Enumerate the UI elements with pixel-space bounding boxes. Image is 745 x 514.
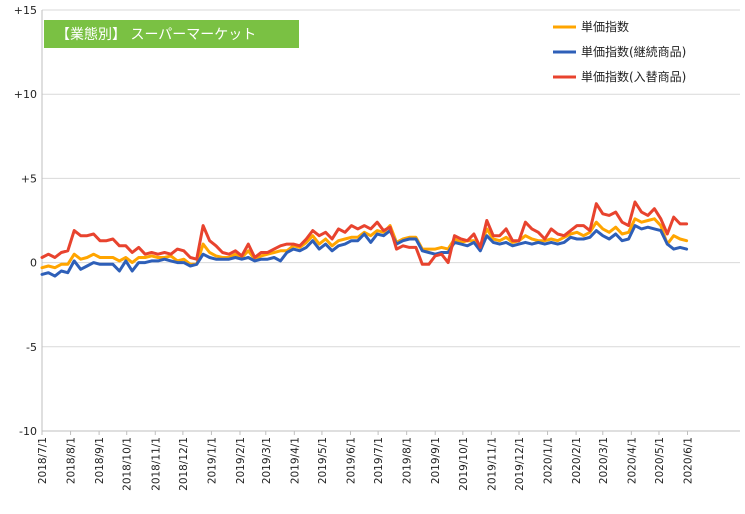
y-tick-label: +10 xyxy=(14,88,37,101)
x-tick-label: 2019/3/1 xyxy=(261,437,273,484)
series-line-3 xyxy=(40,200,689,266)
x-tick-label: 2019/6/1 xyxy=(345,437,357,484)
x-tick-label: 2020/5/1 xyxy=(654,437,666,484)
x-tick-label: 2020/3/1 xyxy=(598,437,610,484)
x-tick-label: 2019/7/1 xyxy=(373,437,385,484)
x-tick-label: 2019/1/1 xyxy=(206,437,218,484)
legend-label-1: 単価指数 xyxy=(581,19,629,34)
x-tick-label: 2019/5/1 xyxy=(317,437,329,484)
series-line-2 xyxy=(40,224,689,278)
title-box: 【業態別】 スーパーマーケット xyxy=(44,20,299,48)
legend-label-3: 単価指数(入替商品) xyxy=(581,69,686,84)
x-tick-label: 2019/12/1 xyxy=(514,437,526,491)
x-tick-label: 2020/1/1 xyxy=(543,437,555,484)
x-tick-label: 2020/4/1 xyxy=(626,437,638,484)
x-tick-label: 2019/2/1 xyxy=(235,437,247,484)
x-tick-label: 2018/12/1 xyxy=(178,437,190,491)
x-tick-label: 2019/9/1 xyxy=(430,437,442,484)
x-tick-label: 2018/8/1 xyxy=(66,437,78,484)
gridlines xyxy=(42,9,740,348)
title-background xyxy=(44,20,299,48)
x-tick-label: 2020/6/1 xyxy=(683,437,695,484)
y-tick-label: 0 xyxy=(30,257,37,270)
x-tick-label: 2019/11/1 xyxy=(486,437,498,491)
x-tick-label: 2020/2/1 xyxy=(571,437,583,484)
y-tick-label: +15 xyxy=(14,4,37,17)
x-tick-label: 2018/11/1 xyxy=(150,437,162,491)
x-tick-label: 2018/10/1 xyxy=(122,437,134,491)
series-lines xyxy=(40,200,689,278)
y-tick-label: +5 xyxy=(21,172,37,185)
x-tick-label: 2019/8/1 xyxy=(402,437,414,484)
series-line-1 xyxy=(40,217,689,270)
y-tick-label: -5 xyxy=(26,341,37,354)
chart-title: 【業態別】 スーパーマーケット xyxy=(56,27,256,43)
x-tick-label: 2018/7/1 xyxy=(37,437,49,484)
x-tick-label: 2019/10/1 xyxy=(458,437,470,491)
x-tick-label: 2018/9/1 xyxy=(94,437,106,484)
x-tick-label: 2019/4/1 xyxy=(289,437,301,484)
y-tick-label: -10 xyxy=(19,425,37,438)
legend-label-2: 単価指数(継続商品) xyxy=(581,44,686,59)
